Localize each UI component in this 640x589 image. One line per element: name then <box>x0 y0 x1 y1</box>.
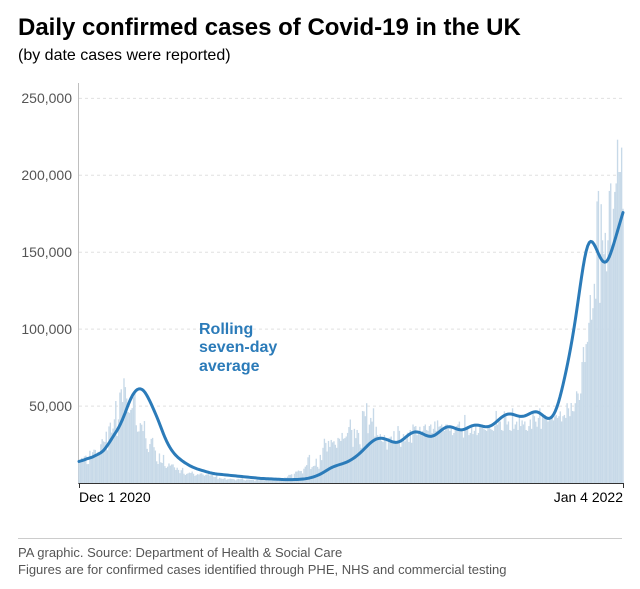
xtick-label: Dec 1 2020 <box>79 483 151 505</box>
ytick-label: 200,000 <box>12 167 72 183</box>
footer-line1: PA graphic. Source: Department of Health… <box>18 545 342 560</box>
ytick-label: 250,000 <box>12 90 72 106</box>
chart-footer: PA graphic. Source: Department of Health… <box>18 544 506 579</box>
xtick-label: Jan 4 2022 <box>554 483 623 505</box>
footer-line2: Figures are for confirmed cases identifi… <box>18 562 506 577</box>
ytick-label: 50,000 <box>12 398 72 414</box>
ytick-label: 100,000 <box>12 321 72 337</box>
anno-line2: seven-day <box>199 339 277 356</box>
chart-svg <box>79 83 623 483</box>
chart-subtitle: (by date cases were reported) <box>18 47 622 65</box>
footer-divider <box>18 538 622 539</box>
plot-region: Rolling seven-day average Dec 1 2020Jan … <box>78 83 623 484</box>
chart-title: Daily confirmed cases of Covid-19 in the… <box>18 14 622 43</box>
xtick <box>623 483 624 488</box>
anno-line3: average <box>199 358 260 375</box>
rolling-avg-annotation: Rolling seven-day average <box>199 321 277 376</box>
ytick-label: 150,000 <box>12 244 72 260</box>
anno-line1: Rolling <box>199 321 253 338</box>
chart-area: Rolling seven-day average Dec 1 2020 Jan … <box>18 73 622 513</box>
